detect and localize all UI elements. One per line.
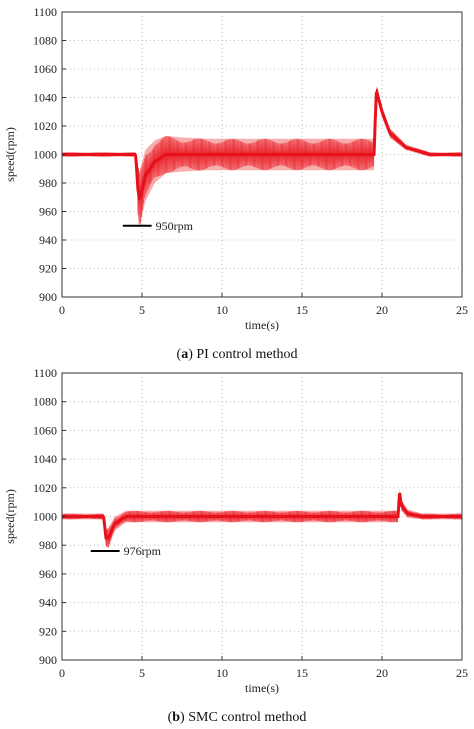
chart-panel-b: 0 5 10 15 20 25 900 920 940 960 980 1000 1020 1040 106… — [3, 366, 468, 725]
series-oscillation — [61, 493, 463, 548]
y-tick-label: 1060 — [33, 423, 57, 437]
series-center-line — [62, 492, 462, 540]
y-tick-label: 1020 — [33, 481, 57, 495]
caption-open-paren: ( — [177, 347, 182, 362]
y-tick-label: 1100 — [33, 366, 57, 380]
series-envelope — [62, 86, 462, 229]
caption-open-paren: ( — [168, 710, 173, 725]
y-tick-label: 960 — [39, 567, 57, 581]
panel-caption: (a) PI control method — [177, 347, 298, 362]
tick-labels: 0 5 10 15 20 25 900 920 940 960 980 1000 1020 1040 106… — [33, 5, 468, 317]
y-tick-label: 1000 — [33, 510, 57, 524]
y-axis-title: speed(rpm) — [3, 489, 17, 544]
y-tick-label: 1020 — [33, 119, 57, 133]
x-tick-label: 0 — [59, 666, 65, 680]
series-center-line — [62, 87, 462, 200]
y-tick-label: 1100 — [33, 5, 57, 19]
caption-text: PI control method — [196, 347, 297, 362]
y-tick-label: 920 — [39, 624, 57, 638]
x-tick-label: 5 — [139, 303, 145, 317]
caption-letter: a — [181, 347, 188, 362]
caption-close-paren: ) — [180, 710, 188, 725]
x-axis-title: time(s) — [245, 681, 279, 695]
y-tick-label: 980 — [39, 538, 57, 552]
x-tick-label: 20 — [376, 303, 388, 317]
y-axis-title: speed(rpm) — [3, 127, 17, 182]
x-tick-label: 25 — [456, 666, 468, 680]
caption-close-paren: ) — [188, 347, 196, 362]
y-tick-label: 940 — [39, 596, 57, 610]
x-tick-label: 20 — [376, 666, 388, 680]
annotation-label: 976rpm — [124, 544, 162, 558]
y-tick-label: 900 — [39, 290, 57, 304]
y-tick-label: 1000 — [33, 148, 57, 162]
x-tick-label: 15 — [296, 666, 308, 680]
panel-caption: (b) SMC control method — [168, 710, 307, 725]
y-tick-label: 1080 — [33, 34, 57, 48]
x-tick-label: 10 — [216, 666, 228, 680]
y-tick-label: 1040 — [33, 452, 57, 466]
x-tick-label: 0 — [59, 303, 65, 317]
annotation-label: 950rpm — [156, 219, 194, 233]
series-envelope — [62, 488, 462, 548]
y-tick-label: 1080 — [33, 395, 57, 409]
data-band-layer — [62, 488, 462, 548]
y-tick-label: 900 — [39, 653, 57, 667]
x-tick-label: 5 — [139, 666, 145, 680]
x-axis-title: time(s) — [245, 318, 279, 332]
x-tick-label: 10 — [216, 303, 228, 317]
y-tick-label: 960 — [39, 205, 57, 219]
y-tick-label: 940 — [39, 233, 57, 247]
data-line-layer — [61, 87, 463, 224]
caption-letter: b — [172, 710, 180, 725]
y-tick-label: 1060 — [33, 62, 57, 76]
x-tick-label: 25 — [456, 303, 468, 317]
annotation: 950rpm — [122, 219, 194, 233]
annotation: 976rpm — [90, 544, 162, 558]
y-tick-label: 980 — [39, 176, 57, 190]
y-tick-label: 920 — [39, 262, 57, 276]
data-band-layer — [62, 86, 462, 229]
tick-labels: 0 5 10 15 20 25 900 920 940 960 980 1000 1020 1040 106… — [33, 366, 468, 680]
caption-text: SMC control method — [188, 710, 306, 725]
data-line-layer — [61, 492, 463, 548]
x-tick-label: 15 — [296, 303, 308, 317]
chart-panel-a: 0 5 10 15 20 25 900 920 940 960 980 1000 1020 1040 106… — [3, 5, 468, 362]
y-tick-label: 1040 — [33, 91, 57, 105]
